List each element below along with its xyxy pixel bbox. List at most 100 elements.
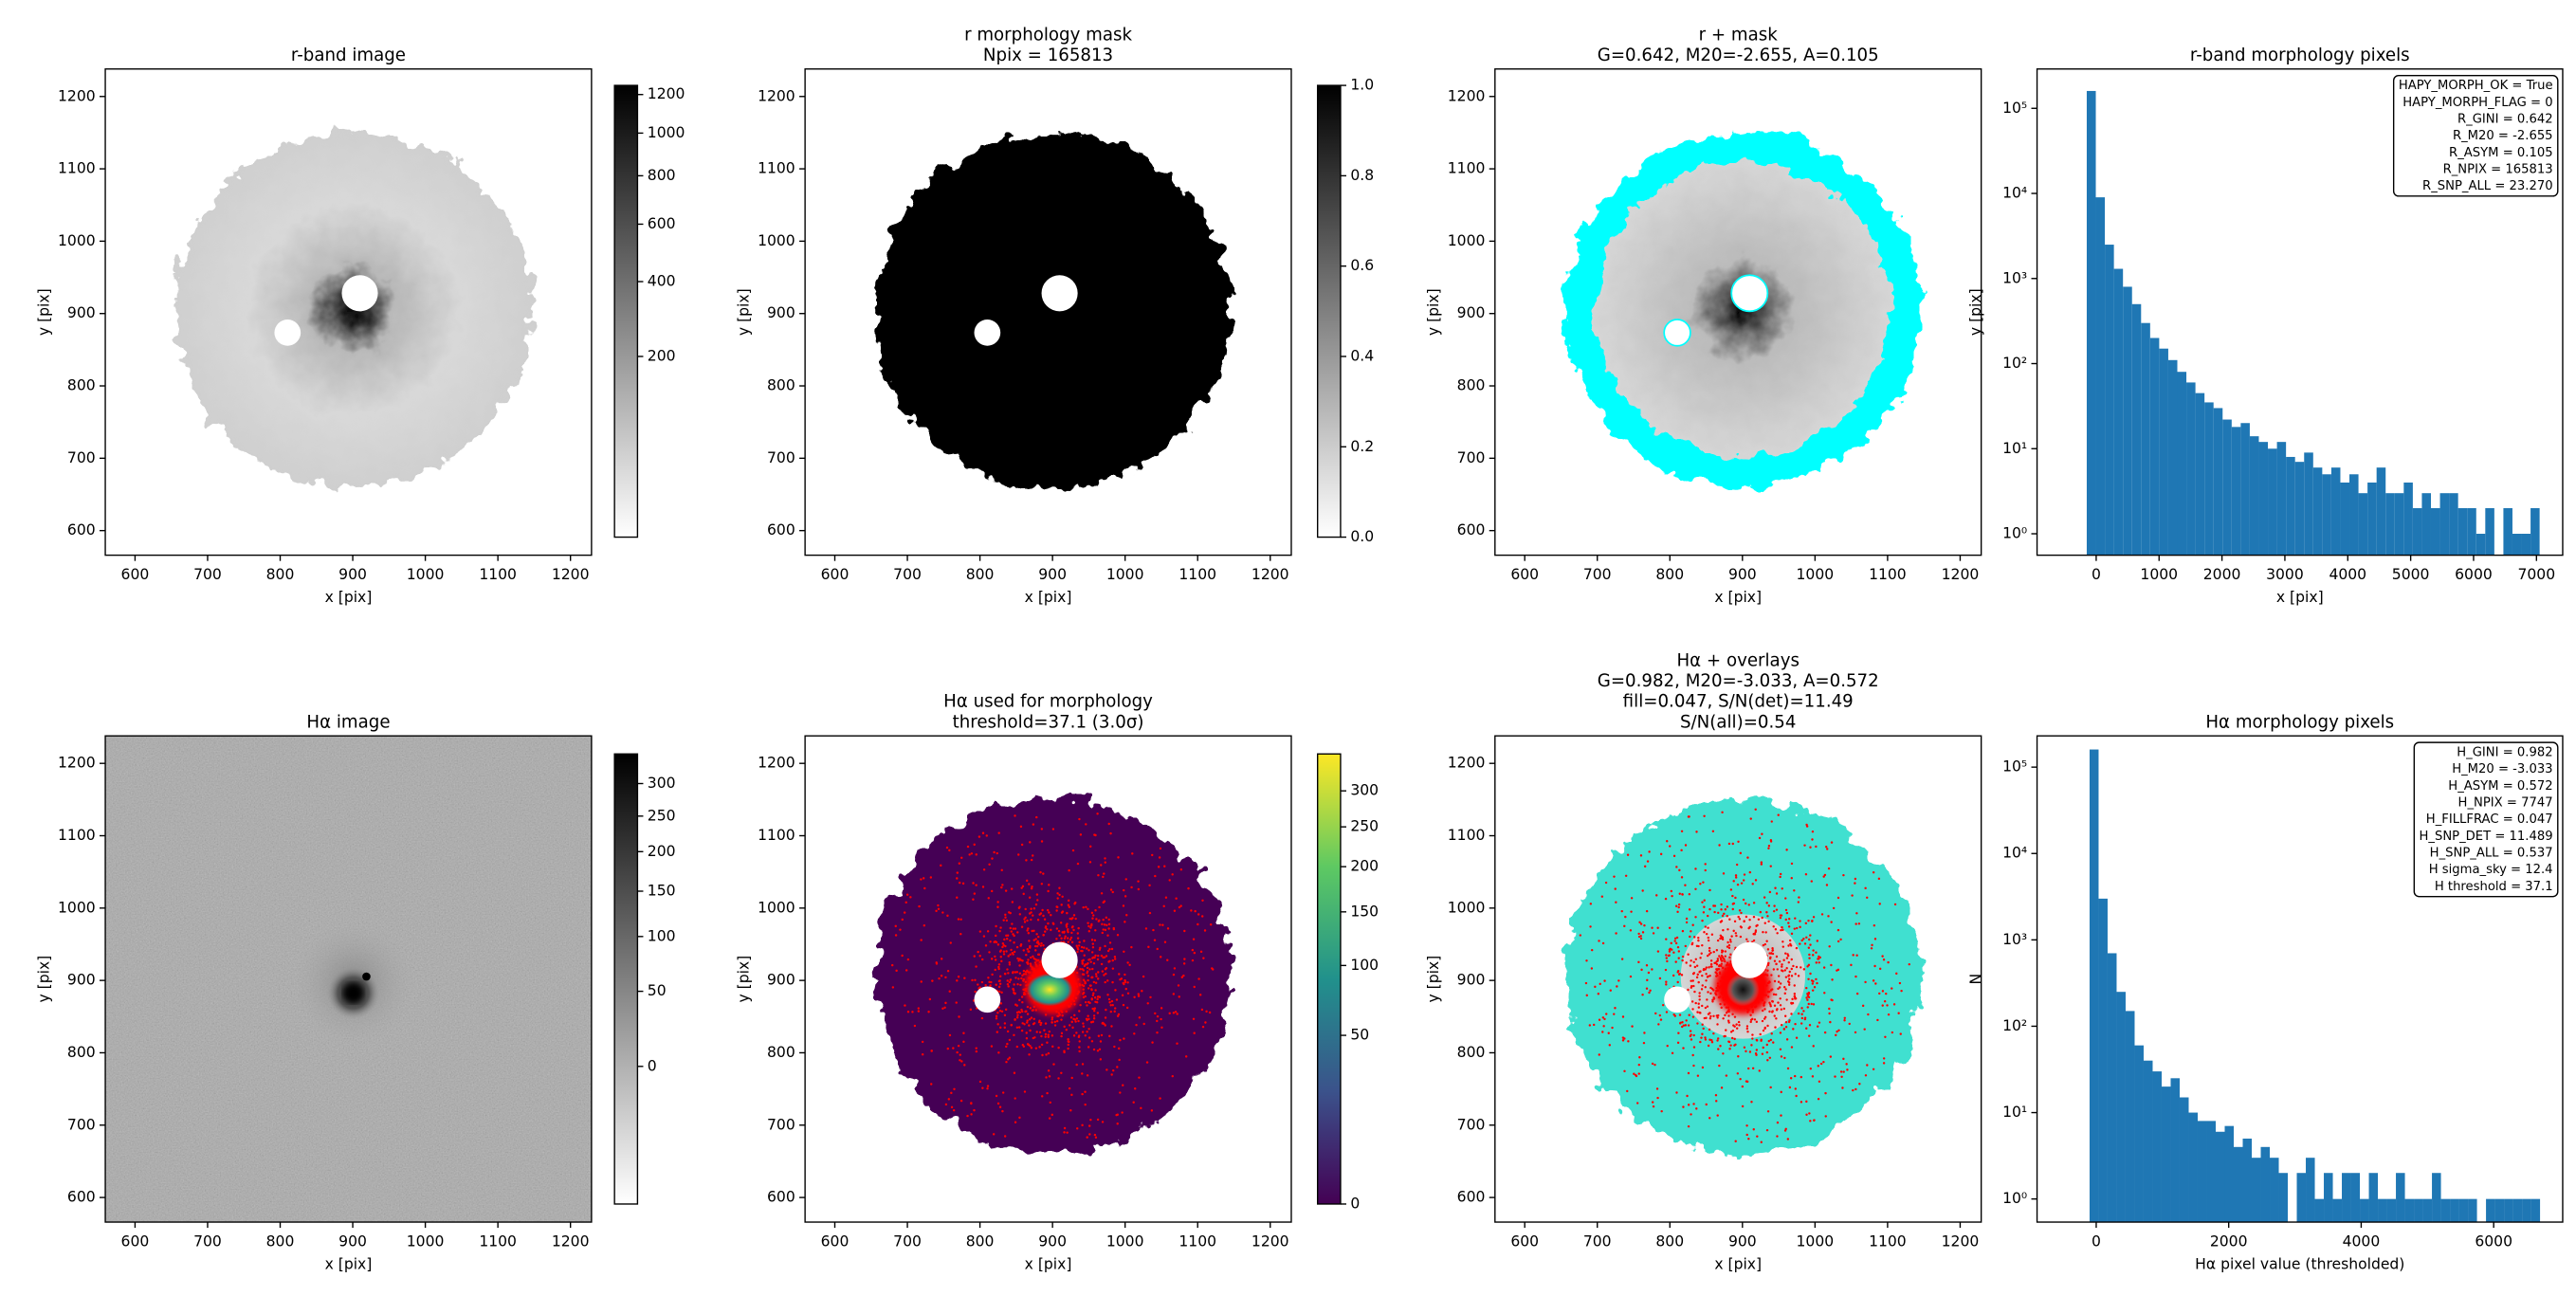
overlay-dot: [1600, 895, 1604, 898]
overlay-dot: [1664, 897, 1668, 901]
star-mask: [1663, 319, 1691, 347]
overlay-dot: [1026, 1005, 1030, 1009]
overlay-dot: [918, 904, 921, 908]
overlay-dot: [1677, 1031, 1680, 1034]
overlay-dot: [1795, 1036, 1799, 1039]
overlay-dot: [1001, 941, 1005, 945]
overlay-dot: [1732, 1024, 1735, 1027]
overlay-dot: [1682, 1105, 1685, 1108]
overlay-dot: [1160, 1026, 1163, 1029]
overlay-dot: [1044, 1032, 1048, 1036]
overlay-dot: [1706, 954, 1709, 958]
overlay-dot: [1884, 1035, 1887, 1039]
overlay-dot: [1763, 896, 1766, 899]
overlay-dot: [1091, 957, 1094, 959]
bar: [2440, 1198, 2451, 1223]
overlay-dot: [1030, 918, 1032, 922]
overlay-dot: [1728, 1048, 1731, 1050]
overlay-dot: [1084, 1090, 1087, 1093]
overlay-dot: [1121, 994, 1124, 997]
overlay-dot: [1021, 974, 1024, 977]
overlay-dot: [1005, 919, 1009, 922]
overlay-dot: [955, 1001, 958, 1004]
annotation-line: H_ASYM = 0.572: [2448, 779, 2552, 794]
overlay-dot: [1082, 973, 1086, 977]
overlay-dot: [1114, 1007, 1117, 1010]
overlay-dot: [1871, 943, 1873, 947]
overlay-dot: [1727, 1014, 1730, 1017]
overlay-dot: [1142, 1022, 1145, 1026]
colorbar-tick-label: 300: [1350, 782, 1379, 799]
overlay-dot: [1100, 962, 1104, 966]
overlay-dot: [952, 1047, 955, 1050]
overlay-dot: [1809, 934, 1812, 937]
overlay-dot: [1780, 1090, 1782, 1094]
overlay-dot: [1053, 1024, 1057, 1027]
overlay-dot: [1079, 1003, 1082, 1007]
overlay-dot: [1081, 962, 1084, 965]
overlay-dot: [996, 901, 999, 904]
overlay-dot: [1752, 1128, 1755, 1131]
overlay-dot: [1029, 841, 1032, 844]
image: [105, 68, 592, 556]
overlay-dot: [1585, 994, 1588, 997]
overlay-dot: [1018, 1116, 1021, 1120]
overlay-dot: [1713, 961, 1716, 965]
overlay-dot: [1781, 965, 1783, 968]
overlay-dot: [1018, 972, 1022, 975]
overlay-dot: [1075, 1017, 1079, 1020]
overlay-dot: [1051, 1045, 1054, 1049]
overlay-dot: [1614, 1007, 1617, 1010]
overlay-dot: [1103, 923, 1106, 926]
overlay-dot: [1704, 868, 1707, 872]
overlay-dot: [981, 1086, 984, 1089]
overlay-dot: [956, 896, 959, 899]
overlay-dot: [1882, 1062, 1886, 1065]
overlay-dot: [1035, 815, 1038, 819]
overlay-dot: [1138, 1076, 1141, 1079]
overlay-dot: [920, 980, 923, 983]
x-tick-label: 900: [338, 1232, 367, 1250]
overlay-dot: [1146, 1002, 1149, 1005]
overlay-dot: [906, 1011, 910, 1013]
overlay-dot: [1690, 986, 1693, 989]
overlay-dot: [1083, 964, 1087, 968]
overlay-dot: [1096, 1012, 1100, 1014]
overlay-dot: [1777, 987, 1780, 991]
overlay-dot: [1082, 969, 1086, 972]
y-tick-label: 1000: [58, 232, 96, 249]
overlay-dot: [1640, 968, 1643, 972]
overlay-dot: [1039, 1021, 1043, 1025]
overlay-dot: [1065, 1028, 1069, 1031]
overlay-dot: [1830, 921, 1833, 923]
y-tick-label: 700: [767, 449, 795, 466]
overlay-dot: [940, 975, 943, 977]
overlay-dot: [1837, 1029, 1840, 1032]
overlay-dot: [1767, 920, 1770, 923]
overlay-dot: [1068, 1086, 1071, 1090]
overlay-dot: [1014, 992, 1016, 995]
x-tick-label: 1000: [2140, 566, 2178, 583]
y-tick-label: 1000: [758, 899, 795, 916]
overlay-dot: [941, 911, 944, 914]
y-tick-label: 10²: [2002, 355, 2027, 372]
axes-frame: [2036, 735, 2564, 1223]
x-tick-label: 600: [821, 1232, 850, 1250]
overlay-dot: [1767, 904, 1771, 907]
overlay-dot: [1893, 903, 1897, 906]
overlay-dot: [1000, 959, 1003, 963]
overlay-dot: [1793, 1074, 1797, 1078]
overlay-dot: [1687, 1124, 1690, 1128]
overlay-dot: [1097, 954, 1100, 958]
overlay-dot: [1082, 1025, 1086, 1028]
overlay-dot: [1027, 958, 1030, 961]
overlay-dot: [1708, 975, 1711, 977]
overlay-dot: [1124, 978, 1126, 982]
overlay-dot: [1623, 1069, 1626, 1073]
overlay-dot: [1735, 1023, 1738, 1026]
overlay-dot: [1032, 957, 1035, 960]
overlay-dot: [966, 1114, 969, 1118]
overlay-dot: [1197, 913, 1200, 916]
overlay-dot: [1603, 979, 1606, 982]
overlay-dot: [1823, 1031, 1827, 1034]
